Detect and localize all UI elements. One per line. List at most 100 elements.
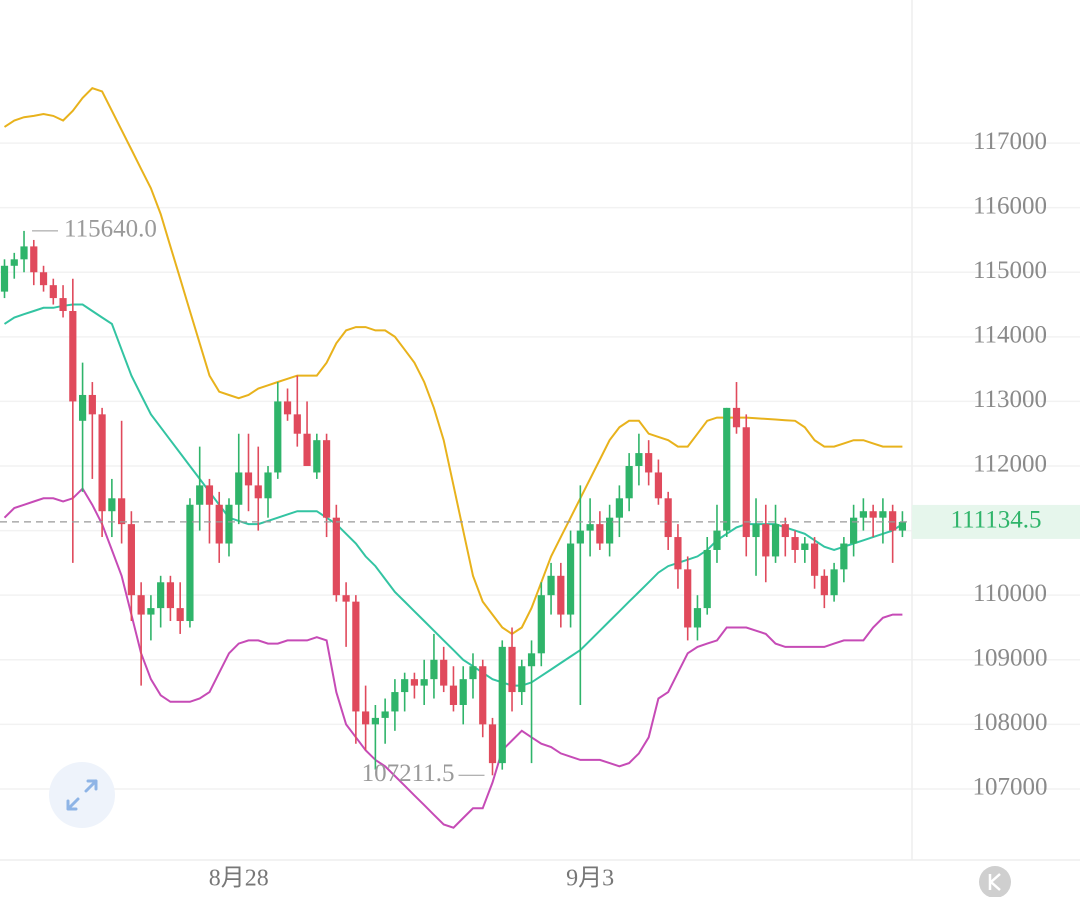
- candle-body: [820, 575, 828, 596]
- candle-body: [78, 394, 87, 421]
- candle-body: [49, 285, 57, 299]
- y-tick-label: 107000: [973, 774, 1048, 801]
- candle-body: [137, 595, 145, 615]
- candle-body: [283, 401, 292, 415]
- candle-body: [654, 472, 663, 499]
- high-label: 115640.0: [64, 216, 157, 243]
- candle-body: [342, 595, 350, 602]
- candle-body: [889, 511, 897, 531]
- candle-body: [479, 666, 487, 725]
- candle-body: [859, 511, 867, 518]
- x-tick-label: 9月3: [566, 866, 614, 892]
- candle-body: [98, 414, 106, 512]
- candle-body: [547, 575, 555, 596]
- y-tick-label: 110000: [973, 580, 1047, 607]
- k-circle[interactable]: [979, 866, 1011, 897]
- candle-body: [576, 530, 584, 544]
- candle-body: [791, 537, 799, 550]
- candle-body: [293, 414, 301, 434]
- candle-body: [176, 608, 184, 622]
- candle-body: [166, 582, 175, 609]
- candle-body: [352, 601, 360, 712]
- y-tick-label: 108000: [973, 709, 1048, 736]
- candle-body: [713, 530, 721, 550]
- candle-body: [196, 485, 204, 505]
- candle-body: [401, 679, 409, 693]
- candle-body: [420, 679, 428, 686]
- candle-body: [30, 246, 38, 273]
- candle-body: [235, 472, 243, 505]
- candle-body: [0, 265, 9, 292]
- candle-body: [771, 524, 780, 557]
- candle-body: [762, 524, 770, 557]
- expand-button[interactable]: [49, 762, 115, 828]
- low-label: 107211.5: [362, 760, 455, 787]
- candle-body: [625, 466, 633, 499]
- candle-body: [879, 511, 887, 518]
- candle-body: [674, 537, 682, 570]
- candle-body: [440, 659, 448, 686]
- k-button[interactable]: [979, 866, 1011, 897]
- candle-body: [606, 517, 614, 544]
- candle-body: [147, 608, 155, 615]
- candle-body: [557, 575, 565, 615]
- candle-body: [449, 685, 458, 705]
- candle-body: [118, 498, 126, 525]
- candle-body: [518, 666, 526, 693]
- candle-body: [157, 582, 165, 609]
- candle-body: [742, 427, 750, 538]
- candle-body: [274, 401, 282, 473]
- expand-circle[interactable]: [49, 762, 115, 828]
- candle-body: [869, 511, 877, 518]
- candle-body: [586, 524, 594, 531]
- last-price-label: 111134.5: [951, 507, 1042, 534]
- candle-body: [20, 246, 28, 260]
- plot: [0, 87, 1080, 829]
- y-tick-label: 116000: [973, 192, 1047, 219]
- candle-body: [498, 646, 506, 764]
- candle-body: [127, 524, 135, 596]
- candle-body: [254, 485, 262, 499]
- candle-body: [723, 407, 731, 531]
- expand-icon[interactable]: [66, 779, 98, 811]
- y-tick-label: 115000: [973, 257, 1047, 284]
- candle-body: [391, 692, 399, 712]
- last-price-box: [912, 504, 1080, 539]
- candle-body: [850, 517, 858, 544]
- candle-body: [898, 521, 907, 531]
- candle-body: [205, 485, 214, 505]
- candle-body: [303, 433, 311, 467]
- candle-body: [732, 407, 741, 428]
- candle-body: [703, 549, 711, 609]
- candle-body: [840, 543, 848, 570]
- candle-body: [566, 543, 575, 615]
- candle-body: [10, 259, 18, 266]
- candle-body: [371, 717, 379, 725]
- band-line: [3, 486, 903, 829]
- candle-body: [381, 711, 389, 718]
- candle-body: [596, 524, 604, 544]
- x-tick-label: 8月28: [209, 866, 269, 892]
- y-tick-label: 109000: [973, 645, 1048, 672]
- candle-body: [801, 543, 809, 550]
- candle-body: [88, 394, 96, 415]
- candle-body: [508, 646, 516, 693]
- candle-body: [781, 524, 789, 538]
- candle-body: [469, 666, 477, 680]
- band-line: [3, 303, 903, 687]
- y-tick-label: 117000: [973, 128, 1047, 155]
- candle-body: [459, 679, 467, 705]
- k-icon[interactable]: [988, 873, 1001, 891]
- candle-body: [615, 498, 623, 518]
- y-tick-label: 114000: [973, 322, 1047, 349]
- candle-body: [332, 517, 340, 596]
- candle-body: [244, 472, 253, 486]
- candle-body: [225, 504, 233, 544]
- candle-body: [264, 472, 272, 499]
- candle-body: [693, 608, 702, 628]
- candle-body: [635, 453, 643, 467]
- candle-body: [488, 724, 497, 764]
- candle-body: [830, 569, 838, 596]
